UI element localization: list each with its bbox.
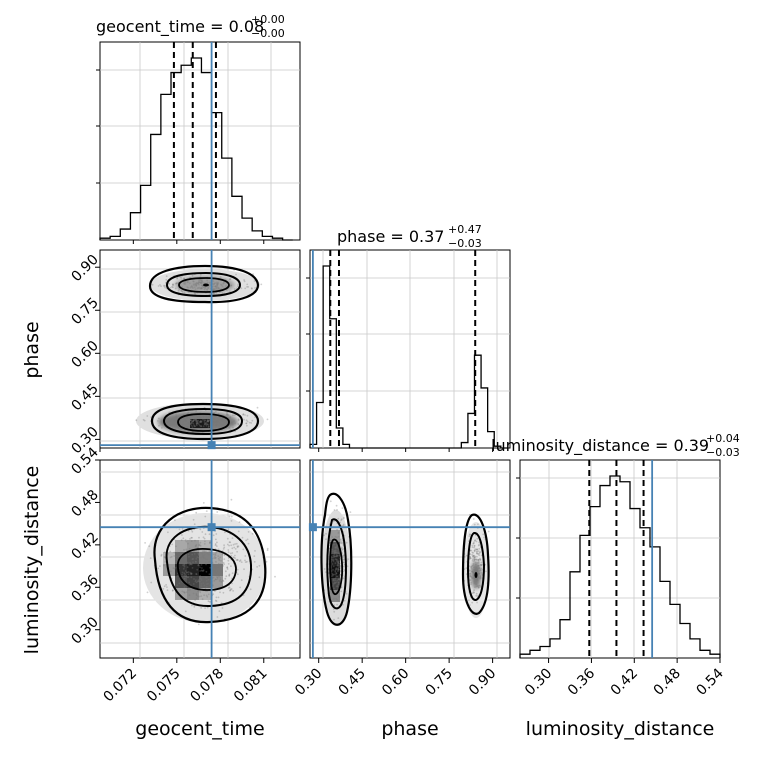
truth-marker-luminosity_distance-phase (308, 523, 317, 532)
histogram-geocent_time (99, 57, 293, 241)
y-tick-label-phase: 0.45 (68, 381, 101, 414)
x-tick-label-phase: 0.90 (466, 666, 499, 699)
x-tick-label-phase: 0.30 (292, 666, 325, 699)
title-geocent-time: geocent_time = 0.08 +0.00 −0.00 (96, 13, 285, 40)
x-tick-label-geocent_time: 0.078 (187, 666, 227, 706)
title-phase: phase = 0.37 +0.47 −0.03 (337, 223, 482, 250)
title-phase-errplus: +0.47 (448, 223, 482, 236)
title-phase-errminus: −0.03 (448, 237, 482, 250)
x-tick-label-luminosity_distance: 0.30 (522, 666, 555, 699)
y-tick-label-phase: 0.60 (68, 338, 101, 371)
y-tick-label-luminosity_distance: 0.30 (68, 614, 101, 647)
y-axis-label-luminosity-distance: luminosity_distance (21, 466, 43, 655)
truth-lines (100, 42, 654, 658)
y-tick-label-luminosity_distance: 0.36 (68, 572, 101, 605)
hist-geocent-time-frame (99, 41, 301, 241)
x-tick-label-luminosity_distance: 0.42 (608, 666, 641, 699)
title-distance-main: luminosity_distance = 0.39 (491, 436, 709, 456)
truth-marker-phase-geocent_time (207, 441, 216, 450)
hist-distance-frame (519, 459, 721, 659)
x-tick-label-phase: 0.45 (336, 666, 369, 699)
histograms (99, 42, 721, 658)
x-tick-label-phase: 0.60 (379, 666, 412, 699)
y-tick-label-luminosity_distance: 0.42 (68, 529, 101, 562)
x-axis-label-phase: phase (381, 718, 438, 740)
scatter-distance-geocent-frame (99, 459, 301, 659)
scatter-phase-geocent-frame (99, 249, 301, 449)
x-tick-label-luminosity_distance: 0.36 (565, 665, 598, 698)
title-phase-main: phase = 0.37 (337, 227, 444, 246)
histogram-phase (309, 265, 508, 449)
x-axis-label-geocent-time: geocent_time (135, 718, 264, 740)
title-geocent-time-main: geocent_time = 0.08 (96, 17, 264, 37)
contours (148, 264, 490, 626)
y-tick-label-luminosity_distance: 0.48 (68, 487, 101, 520)
title-distance-errminus: −0.03 (706, 446, 740, 459)
mode-markers (203, 283, 478, 578)
x-tick-label-luminosity_distance: 0.48 (651, 666, 684, 699)
title-luminosity-distance: luminosity_distance = 0.39 +0.04 −0.03 (491, 432, 740, 459)
title-geocent-time-errplus: +0.00 (251, 13, 285, 26)
x-axis-label-luminosity-distance: luminosity_distance (526, 718, 715, 740)
y-tick-label-phase: 0.75 (68, 295, 101, 328)
x-tick-label-geocent_time: 0.075 (144, 666, 184, 706)
title-distance-errplus: +0.04 (706, 432, 740, 445)
x-tick-label-geocent_time: 0.072 (100, 666, 140, 706)
title-geocent-time-errminus: −0.00 (251, 27, 285, 40)
y-axis-label-phase: phase (21, 321, 43, 378)
truth-marker-luminosity_distance-geocent_time (207, 523, 216, 532)
x-tick-label-phase: 0.75 (423, 666, 456, 699)
histogram-luminosity_distance (519, 475, 721, 658)
y-tick-label-phase: 0.90 (68, 252, 101, 285)
x-tick-label-geocent_time: 0.081 (231, 666, 271, 706)
x-tick-label-luminosity_distance: 0.54 (693, 665, 726, 698)
